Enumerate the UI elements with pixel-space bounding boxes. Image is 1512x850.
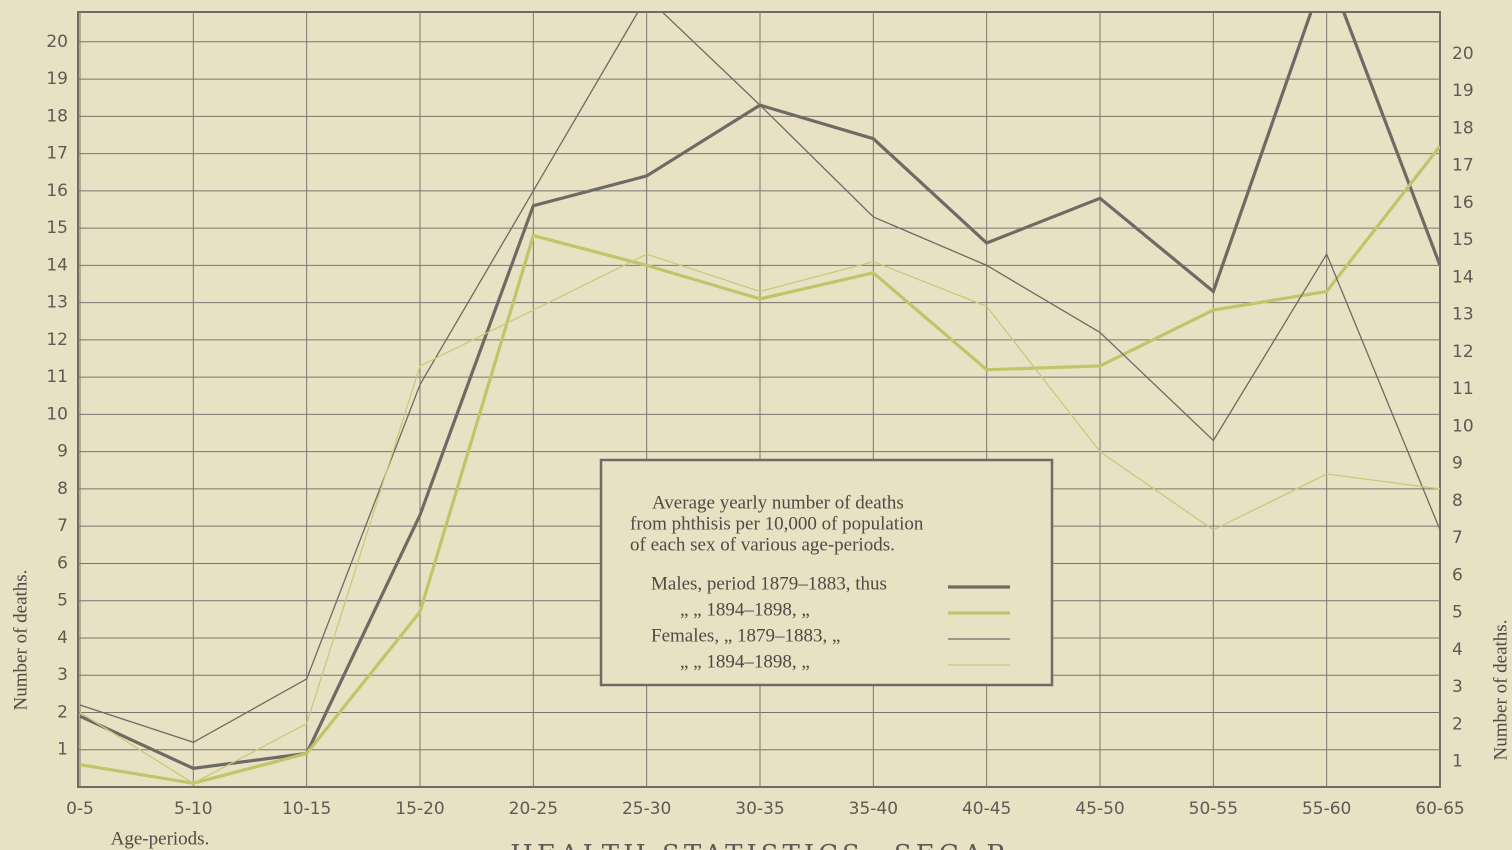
y2-tick-label: 3: [1452, 677, 1463, 697]
x-tick-label: 45-50: [1075, 799, 1124, 819]
y-tick-label: 4: [57, 628, 68, 648]
y2-tick-label: 12: [1452, 342, 1474, 362]
x-tick-label: 5-10: [174, 799, 213, 819]
y2-tick-label: 6: [1452, 565, 1463, 585]
legend-label: „ „ 1894–1898, „: [680, 651, 810, 672]
y2-tick-label: 4: [1452, 640, 1463, 660]
y2-tick-label: 10: [1452, 416, 1474, 436]
x-tick-label: 20-25: [509, 799, 558, 819]
x-tick-label: 15-20: [395, 799, 444, 819]
legend-label: Males, period 1879–1883, thus: [651, 573, 887, 594]
y2-axis-label: Number of deaths.: [1490, 620, 1511, 761]
legend-label: Females, „ 1879–1883, „: [651, 625, 840, 646]
y2-tick-label: 5: [1452, 603, 1463, 623]
x-tick-label: 0-5: [66, 799, 94, 819]
y-tick-label: 9: [57, 442, 68, 462]
y2-tick-label: 9: [1452, 454, 1463, 474]
y-axis-label: Number of deaths.: [10, 570, 31, 711]
y2-tick-label: 8: [1452, 491, 1463, 511]
y-tick-label: 1: [57, 740, 68, 760]
y2-tick-label: 11: [1452, 379, 1474, 399]
x-tick-label: 30-35: [735, 799, 784, 819]
y-tick-label: 18: [46, 106, 68, 126]
y2-tick-label: 14: [1452, 267, 1474, 287]
y-tick-label: 11: [46, 367, 68, 387]
series-group: [79, 12, 1440, 785]
y2-tick-label: 18: [1452, 118, 1474, 138]
y2-tick-label: 20: [1452, 44, 1474, 64]
y-tick-label: 6: [57, 553, 68, 573]
footer: HEALTH STATISTICS—SEGAR: [510, 840, 1010, 850]
y-tick-label: 5: [57, 591, 68, 611]
x-tick-label: 50-55: [1189, 799, 1238, 819]
y-tick-label: 3: [57, 665, 68, 685]
y-tick-label: 16: [46, 181, 68, 201]
y-tick-label: 10: [46, 404, 68, 424]
x-tick-label: 35-40: [849, 799, 898, 819]
y2-tick-label: 2: [1452, 714, 1463, 734]
y-tick-label: 8: [57, 479, 68, 499]
x-axis-label: Age-periods.: [111, 828, 210, 849]
y-tick-label: 14: [46, 255, 68, 275]
y-tick-label: 19: [46, 69, 68, 89]
y-tick-label: 7: [57, 516, 68, 536]
y-tick-label: 20: [46, 32, 68, 52]
y2-tick-label: 17: [1452, 156, 1474, 176]
x-tick-label: 60-65: [1415, 799, 1464, 819]
legend-note: Average yearly number of deaths: [652, 492, 904, 513]
y-tick-label: 15: [46, 218, 68, 238]
legend-label: „ „ 1894–1898, „: [680, 599, 810, 620]
y-tick-label: 12: [46, 330, 68, 350]
y-tick-label: 2: [57, 702, 68, 722]
y2-tick-label: 15: [1452, 230, 1474, 250]
y-tick-label: 13: [46, 293, 68, 313]
y-tick-label: 17: [46, 144, 68, 164]
y2-tick-label: 1: [1452, 752, 1463, 772]
x-tick-label: 25-30: [622, 799, 671, 819]
x-tick-label: 40-45: [962, 799, 1011, 819]
x-tick-label: 55-60: [1302, 799, 1351, 819]
series-line: [79, 145, 1440, 785]
legend-note: of each sex of various age-periods.: [630, 534, 895, 555]
y2-tick-label: 13: [1452, 305, 1474, 325]
series-line: [79, 253, 1440, 785]
y2-tick-label: 19: [1452, 81, 1474, 101]
legend-note: from phthisis per 10,000 of population: [630, 513, 924, 534]
y2-tick-label: 16: [1452, 193, 1474, 213]
x-tick-label: 10-15: [282, 799, 331, 819]
y2-tick-label: 7: [1452, 528, 1463, 548]
legend-box: [599, 458, 1054, 687]
series-line: [79, 12, 1440, 743]
